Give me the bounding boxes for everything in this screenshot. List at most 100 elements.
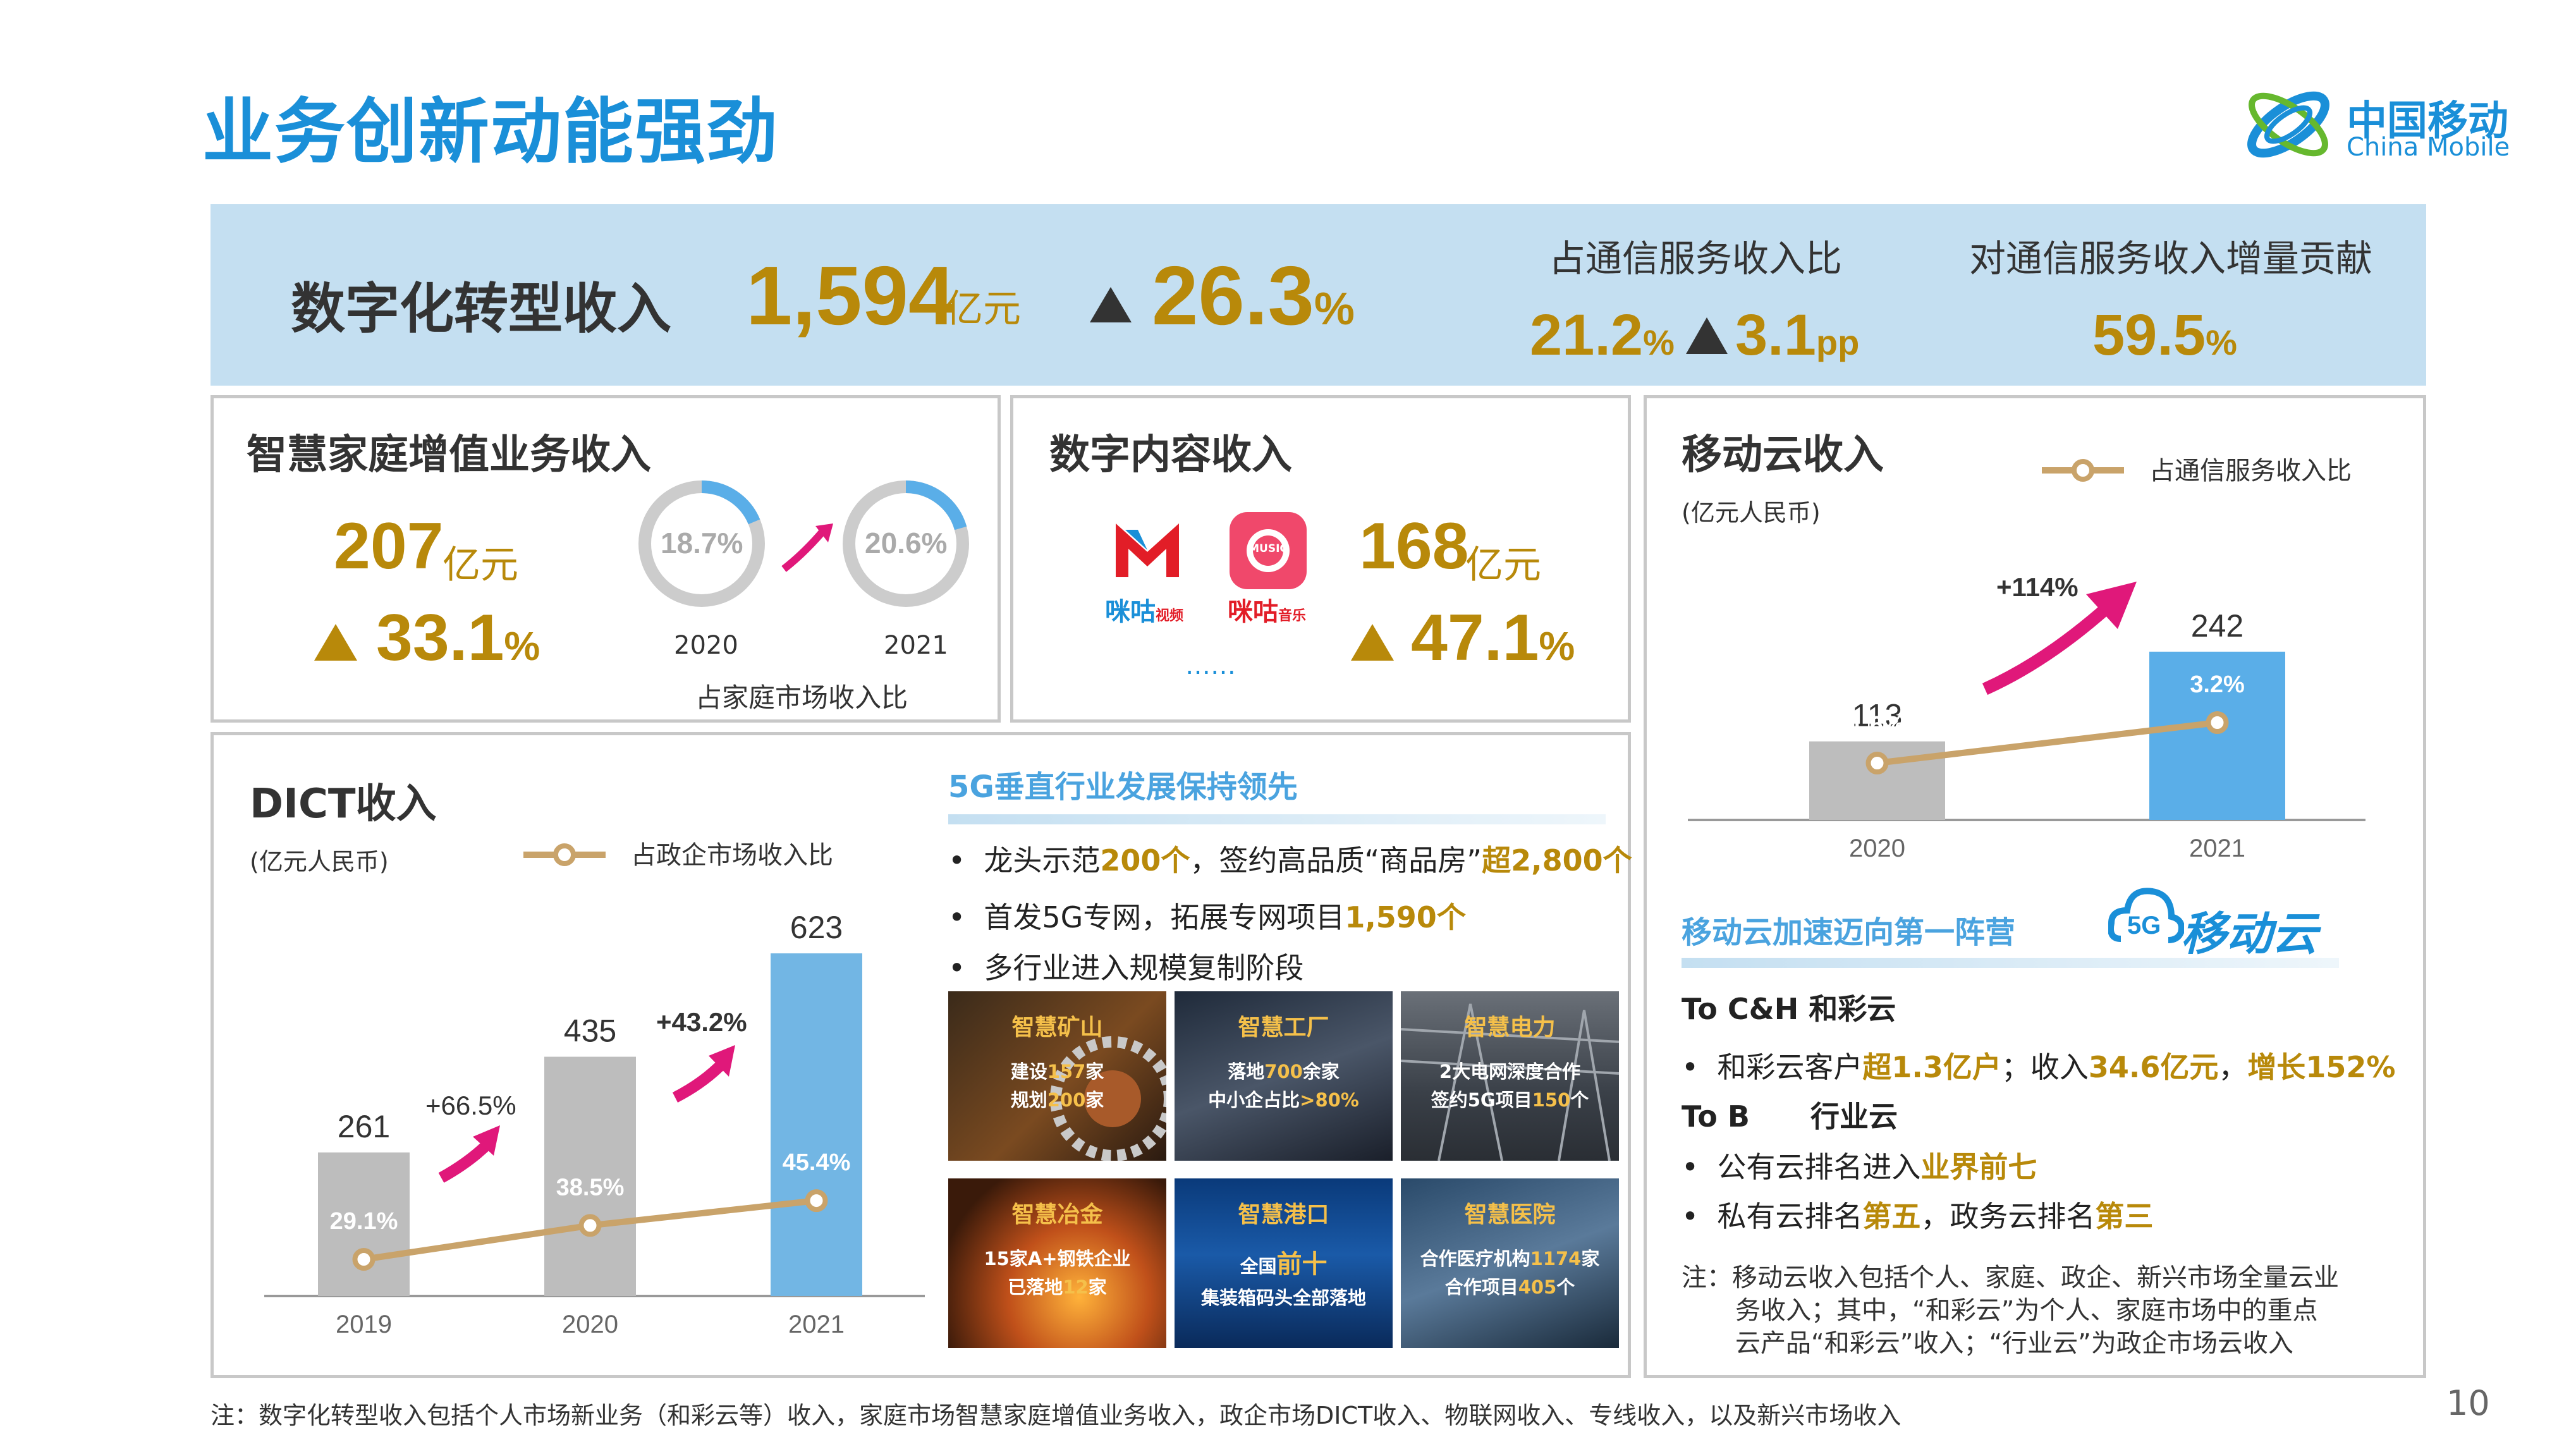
bar-value-label: 623	[790, 910, 843, 945]
up-triangle-icon	[1090, 287, 1132, 322]
tile-smart-mine: 智慧矿山 建设157家 规划200家	[948, 991, 1166, 1161]
footnote: 注：数字化转型收入包括个人市场新业务（和彩云等）收入，家庭市场智慧家庭增值业务收…	[211, 1402, 1901, 1429]
bar-2021	[2149, 651, 2285, 820]
bar-value-label: 435	[564, 1013, 616, 1049]
dict-growth-label-1: +66.5%	[425, 1091, 516, 1120]
up-triangle-icon	[1686, 317, 1728, 354]
tile-text: 2大电网深度合作 签约5G项目150个	[1431, 1061, 1589, 1111]
cloud-bullet-1: • 和彩云客户超1.3亿户；收入34.6亿元，增长152%	[1682, 1050, 2396, 1084]
bar-2019	[318, 1152, 410, 1296]
digital-content-growth: 47.1%	[1411, 601, 1575, 675]
digital-content-value: 168	[1359, 510, 1469, 583]
smart-home-value: 207	[334, 510, 444, 583]
cloud-growth-label: +114%	[1996, 572, 2079, 602]
tile-smart-metallurgy: 智慧冶金 15家A+钢铁企业 已落地12家	[948, 1178, 1166, 1348]
dict-panel	[211, 732, 1631, 1378]
digital-revenue-banner	[211, 204, 2426, 386]
tile-smart-factory: 智慧工厂 落地700余家 中小企占比>80%	[1175, 991, 1393, 1161]
cloud-note-line-1: 注：移动云收入包括个人、家庭、政企、新兴市场全量云业	[1682, 1263, 2339, 1292]
drill-wheel-icon	[1050, 1036, 1166, 1161]
digital-content-unit: 亿元	[1465, 543, 1541, 587]
cloud-bullet-2: • 公有云排名进入业界前七	[1682, 1150, 2037, 1184]
share-line-point	[352, 1248, 375, 1271]
tile-text: 15家A+钢铁企业 已落地12家	[984, 1248, 1131, 1298]
ring-chart-2021	[843, 480, 969, 607]
share-line-point	[805, 1189, 828, 1213]
ring-label-2020: 18.7%	[661, 527, 743, 559]
cloud-legend-text: 占通信服务收入比	[2149, 457, 2352, 485]
mobile-cloud-chart: 占通信服务收入比 113 2020 1.6% 242 2021 3.2% +114%	[1688, 457, 2365, 862]
bar-value-label: 242	[2191, 608, 2243, 644]
page-number: 10	[2446, 1383, 2490, 1423]
ring-chart-2020	[638, 480, 765, 607]
smart-home-unit: 亿元	[443, 543, 518, 587]
x-tick-label: 2021	[788, 1311, 845, 1338]
tile-title: 智慧港口	[1238, 1202, 1329, 1228]
share-line-point	[578, 1214, 602, 1237]
share-of-telecom-change: 3.1pp	[1735, 303, 1860, 367]
migu-music-icon-text: MUSIC	[1248, 542, 1288, 555]
5g-bullet-3: • 多行业进入规模复制阶段	[948, 951, 1304, 985]
x-tick-label: 2019	[336, 1311, 392, 1338]
increment-contribution-label: 对通信服务收入增量贡献	[1969, 237, 2373, 280]
x-tick-label: 2020	[1849, 835, 1905, 862]
power-lines-icon	[1401, 1003, 1619, 1161]
digital-content-title: 数字内容收入	[1049, 432, 1292, 479]
digital-revenue-label: 数字化转型收入	[291, 278, 671, 341]
cloud-note: 注：移动云收入包括个人、家庭、政企、新兴市场全量云业 务收入；其中，“和彩云”为…	[1682, 1261, 2339, 1360]
x-tick-label: 2021	[2189, 835, 2245, 862]
5g-bullet-2: • 首发5G专网，拓展专网项目1,590个	[948, 900, 1466, 934]
share-value-label: 38.5%	[556, 1174, 625, 1201]
cloud-note-line-2: 务收入；其中，“和彩云”为个人、家庭市场中的重点	[1735, 1296, 2318, 1325]
logo-text-cn: 中国移动	[2347, 98, 2508, 145]
5g-bullet-1: • 龙头示范200个，签约高品质“商品房”超2,800个	[948, 843, 1632, 877]
mobile-cloud-panel	[1644, 395, 2426, 1378]
ring-caption: 占家庭市场收入比	[695, 682, 908, 713]
bar-value-label: 113	[1852, 698, 1903, 733]
growth-arrow-icon	[781, 523, 833, 572]
up-triangle-icon	[1351, 624, 1394, 661]
tile-text: 建设157家 规划200家	[1010, 1061, 1104, 1111]
migu-video-icon	[1116, 523, 1179, 577]
share-line-point	[2206, 711, 2229, 734]
to-b-heading: To B 行业云	[1682, 1099, 1898, 1134]
china-mobile-logo-icon	[2247, 91, 2329, 158]
tile-text: 落地700余家 中小企占比>80%	[1208, 1061, 1359, 1111]
share-value-label: 45.4%	[783, 1149, 851, 1176]
increment-contribution-value: 59.5%	[2092, 303, 2237, 367]
migu-music-label: 咪咕音乐	[1228, 597, 1307, 627]
digital-revenue-unit: 亿元	[945, 287, 1021, 331]
share-value-label: 3.2%	[2190, 671, 2245, 698]
cloud-badge-text: 5G	[2127, 912, 2161, 939]
dict-unit-note: (亿元人民币)	[250, 848, 389, 876]
mobile-cloud-subhead: 移动云加速迈向第一阵营	[1682, 915, 2016, 950]
dict-title: DICT收入	[250, 781, 437, 828]
digital-revenue-value: 1,594	[746, 249, 955, 342]
smart-home-panel	[211, 395, 1001, 723]
mobile-cloud-unit-note: (亿元人民币)	[1682, 499, 1821, 527]
migu-music-icon: MUSIC	[1230, 512, 1307, 589]
mobile-cloud-brand: 移动云	[2181, 907, 2318, 960]
ring-label-2021: 20.6%	[865, 527, 948, 559]
dict-chart: 占政企市场收入比 261 2019 29.1% 435 2020 38.5% 623 2021…	[264, 841, 925, 1338]
digital-revenue-growth: 26.3%	[1152, 249, 1355, 342]
digital-content-panel	[1010, 395, 1631, 723]
to-ch-heading: To C&H 和彩云	[1682, 992, 1896, 1026]
tile-text: 合作医疗机构1174家 合作项目405个	[1420, 1248, 1600, 1298]
tile-title: 智慧矿山	[1011, 1015, 1103, 1041]
tile-smart-hospital: 智慧医院 合作医疗机构1174家 合作项目405个	[1401, 1178, 1619, 1348]
x-tick-label: 2020	[562, 1311, 618, 1338]
smart-home-title: 智慧家庭增值业务收入	[247, 432, 651, 479]
dict-growth-label-2: +43.2%	[656, 1007, 747, 1037]
tile-title: 智慧医院	[1464, 1202, 1556, 1228]
share-line-point	[1865, 752, 1889, 774]
smart-home-growth: 33.1%	[376, 601, 540, 675]
share-of-telecom-label: 占通信服务收入比	[1549, 237, 1843, 280]
5g-subhead: 5G垂直行业发展保持领先	[948, 769, 1298, 805]
share-of-telecom-value: 21.2%	[1530, 303, 1675, 367]
share-value-label: 1.6%	[1850, 712, 1905, 738]
cloud-note-line-3: 云产品“和彩云”收入；“行业云”为政企市场云收入	[1735, 1329, 2293, 1358]
section-bar	[948, 814, 1606, 824]
share-value-label: 29.1%	[330, 1208, 398, 1235]
tile-title: 智慧冶金	[1011, 1202, 1103, 1228]
